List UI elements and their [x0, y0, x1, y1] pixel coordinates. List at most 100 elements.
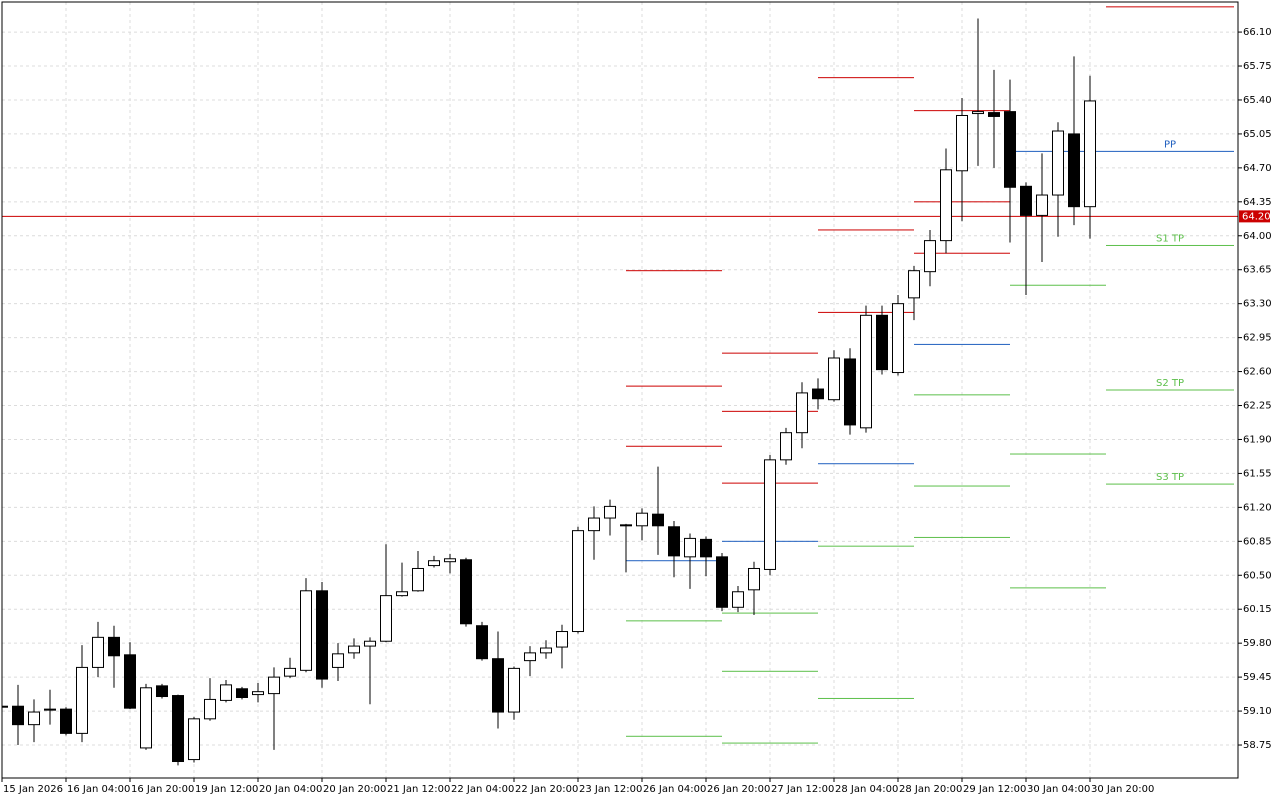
x-tick-label: 16 Jan 20:00 [131, 784, 194, 795]
candle-body [700, 538, 712, 558]
candle-body [76, 666, 88, 734]
candle-body [748, 567, 760, 591]
y-tick-label: 59.10 [1243, 706, 1272, 717]
candle-body [60, 708, 72, 734]
candle-body [876, 314, 888, 371]
y-tick-label: 64.35 [1243, 197, 1272, 208]
candle-body [556, 631, 568, 648]
y-tick-label: 63.30 [1243, 299, 1272, 310]
x-tick-label: 27 Jan 12:00 [771, 784, 834, 795]
candle-body [684, 537, 696, 558]
candle-body [1052, 130, 1064, 196]
candle-body [892, 303, 904, 374]
level-label: S2 TP [1156, 378, 1184, 389]
candle-body [428, 560, 440, 567]
y-tick-label: 58.75 [1243, 740, 1272, 751]
price-label-box [1239, 210, 1270, 223]
x-tick-label: 23 Jan 12:00 [579, 784, 642, 795]
x-tick-label: 26 Jan 20:00 [707, 784, 770, 795]
candle-body [940, 169, 952, 242]
y-tick-label: 64.00 [1243, 231, 1272, 242]
candle-body [668, 526, 680, 557]
y-tick-label: 61.90 [1243, 434, 1272, 445]
candle-body [2, 705, 8, 708]
candle-body [12, 705, 24, 726]
candle-body [44, 708, 56, 711]
candle-body [220, 684, 232, 701]
candle-body [636, 512, 648, 527]
candle-body [844, 358, 856, 426]
candle-body [588, 517, 600, 532]
candle-body [524, 652, 536, 662]
candle-body [908, 270, 920, 299]
candle-body [108, 636, 120, 657]
candle-body [268, 676, 280, 695]
candle-body [332, 653, 344, 668]
candle-body [780, 432, 792, 461]
x-tick-label: 22 Jan 04:00 [451, 784, 514, 795]
candle-body [1084, 100, 1096, 208]
candle-body [764, 459, 776, 570]
candle-body [652, 513, 664, 527]
x-tick-label: 20 Jan 04:00 [259, 784, 322, 795]
candle-body [988, 112, 1000, 117]
candle-body [380, 595, 392, 642]
candle-body [444, 558, 456, 563]
axes: 66.10 65.75 65.40 65.05 64.70 64.35 64.00 63.65… [1, 27, 1272, 795]
y-tick-label: 60.85 [1243, 536, 1272, 547]
candle-body [140, 687, 152, 749]
y-tick-label: 61.20 [1243, 502, 1272, 513]
level-label: S3 TP [1156, 472, 1184, 483]
x-tick-label: 20 Jan 20:00 [323, 784, 386, 795]
candle-body [1068, 133, 1080, 208]
price-label: 64.20 [1242, 211, 1271, 222]
candle-body [860, 314, 872, 429]
x-tick-label: 21 Jan 12:00 [387, 784, 450, 795]
candle-body [412, 567, 424, 592]
candle-body [396, 591, 408, 597]
x-tick-label: 19 Jan 12:00 [195, 784, 258, 795]
candle-body [508, 667, 520, 713]
plot-border [1, 1, 1239, 779]
candle-body [812, 388, 824, 400]
candle-body [28, 711, 40, 726]
candle-body [476, 625, 488, 660]
candle-body [620, 524, 632, 527]
candle-body [316, 590, 328, 680]
x-tick-label: 26 Jan 04:00 [643, 784, 706, 795]
candle-body [92, 636, 104, 668]
y-tick-label: 66.10 [1243, 27, 1272, 38]
y-tick-label: 61.55 [1243, 468, 1272, 479]
y-tick-label: 62.95 [1243, 333, 1272, 344]
y-tick-label: 65.40 [1243, 95, 1272, 106]
candle-body [1036, 194, 1048, 216]
candle-body [956, 114, 968, 172]
candle-body [492, 658, 504, 713]
candle-body [300, 590, 312, 671]
y-tick-label: 65.75 [1243, 61, 1272, 72]
candle-body [540, 647, 552, 654]
candle-body [188, 718, 200, 761]
x-tick-label: 22 Jan 20:00 [515, 784, 578, 795]
candle-body [364, 640, 376, 647]
candle-body [124, 654, 136, 709]
candle-body [1004, 111, 1016, 188]
x-tick-label: 29 Jan 12:00 [963, 784, 1026, 795]
y-tick-label: 64.70 [1243, 163, 1272, 174]
candle-body [1020, 185, 1032, 216]
y-tick-label: 60.15 [1243, 604, 1272, 615]
level-label: PP [1164, 139, 1176, 150]
candle-body [236, 688, 248, 698]
plot-area: PP S1 TP S2 TP S3 TP [2, 6, 1238, 766]
y-tick-label: 60.50 [1243, 570, 1272, 581]
y-tick-label: 59.80 [1243, 638, 1272, 649]
y-tick-label: 62.25 [1243, 401, 1272, 412]
y-tick-label: 63.65 [1243, 265, 1272, 276]
candle-body [828, 357, 840, 401]
candle-body [156, 685, 168, 698]
x-tick-label: 30 Jan 04:00 [1027, 784, 1090, 795]
candle-body [604, 505, 616, 519]
candle-body [204, 698, 216, 720]
candle-body [972, 111, 984, 115]
candle-body [348, 645, 360, 654]
